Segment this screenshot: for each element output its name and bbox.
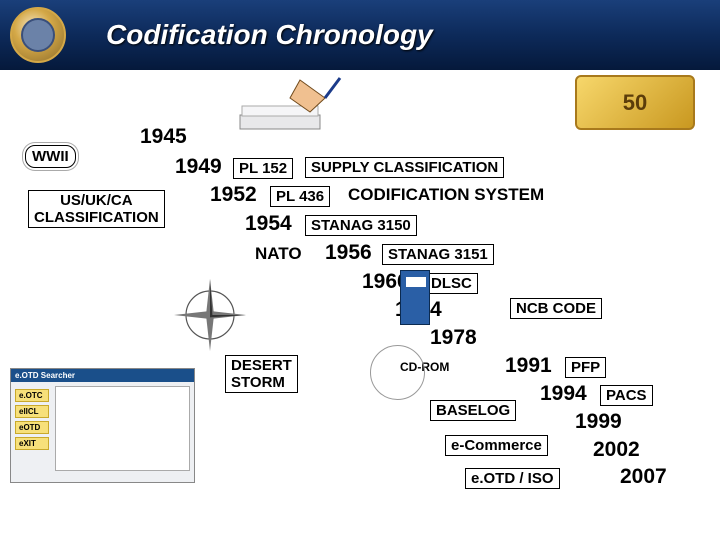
supply-class-box: SUPPLY CLASSIFICATION	[305, 157, 504, 178]
desert-storm-box: DESERT STORM	[225, 355, 298, 393]
eotd-searcher-window: e.OTD Searcher e.OTC elICL eOTD eXIT	[10, 368, 195, 483]
pacs-box: PACS	[600, 385, 653, 406]
writing-hand-icon	[230, 70, 350, 140]
pfp-box: PFP	[565, 357, 606, 378]
year-1949: 1949	[175, 155, 222, 179]
anniversary-number: 50	[623, 90, 647, 116]
searcher-sb-3: eXIT	[15, 437, 49, 450]
usukca-box: US/UK/CA CLASSIFICATION	[28, 190, 165, 228]
searcher-sb-2: eOTD	[15, 421, 49, 434]
year-1978: 1978	[430, 326, 477, 350]
year-1956: 1956	[325, 241, 372, 265]
codif-system: CODIFICATION SYSTEM	[348, 185, 544, 205]
wwii-label: WWII	[25, 145, 76, 168]
year-1991: 1991	[505, 354, 552, 378]
searcher-main-panel	[55, 386, 190, 471]
stanag3151-box: STANAG 3151	[382, 244, 494, 265]
nato-compass-icon	[170, 275, 250, 355]
nato-label: NATO	[255, 244, 302, 264]
year-2002: 2002	[593, 438, 640, 462]
eotd-iso-box: e.OTD / ISO	[465, 468, 560, 489]
chronology-canvas: 50 WWII 1945 1949 PL 152 SUPPLY CLASSIFI…	[0, 70, 720, 540]
year-2007: 2007	[620, 465, 667, 489]
searcher-sidebar: e.OTC elICL eOTD eXIT	[15, 386, 49, 453]
searcher-sb-1: elICL	[15, 405, 49, 418]
pl152-box: PL 152	[233, 158, 293, 179]
year-1994: 1994	[540, 382, 587, 406]
cdrom-icon	[370, 345, 425, 400]
year-1999: 1999	[575, 410, 622, 434]
baselog-box: BASELOG	[430, 400, 516, 421]
searcher-title: e.OTD Searcher	[11, 369, 194, 382]
page-title: Codification Chronology	[106, 19, 433, 51]
header-bar: Codification Chronology	[0, 0, 720, 70]
year-1954: 1954	[245, 212, 292, 236]
agency-seal-icon	[10, 7, 66, 63]
server-icon	[400, 270, 430, 325]
ecommerce-box: e-Commerce	[445, 435, 548, 456]
stanag3150-box: STANAG 3150	[305, 215, 417, 236]
year-1945: 1945	[140, 125, 187, 149]
pl436-box: PL 436	[270, 186, 330, 207]
dlsc-box: DLSC	[425, 273, 478, 294]
ncbcode-box: NCB CODE	[510, 298, 602, 319]
anniversary-badge-icon: 50	[575, 75, 695, 130]
searcher-sb-0: e.OTC	[15, 389, 49, 402]
year-1952: 1952	[210, 183, 257, 207]
